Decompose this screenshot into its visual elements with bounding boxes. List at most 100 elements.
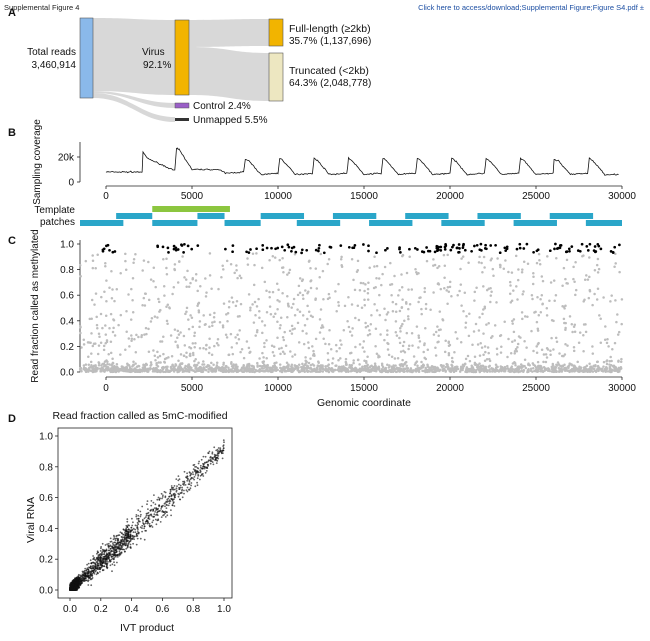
methylation-point [584,330,588,334]
correlation-point [132,521,134,524]
methylation-point [296,293,300,297]
methylation-point [292,297,296,301]
methylation-point [366,363,369,367]
methylation-point [566,344,569,347]
methylation-point [204,322,207,326]
methylation-point [530,294,534,297]
methylation-point [386,311,390,314]
correlation-point [155,514,157,516]
methylation-point [226,320,229,323]
methylation-point [399,350,403,353]
methylation-point [80,346,83,349]
methylation-point-high [283,248,287,252]
methylation-point [249,309,252,312]
methylation-point [234,363,238,366]
correlation-point [101,569,104,571]
correlation-point [174,495,176,497]
template-patch [369,220,413,226]
methylation-point [282,338,286,342]
methylation-point [583,366,586,369]
methylation-point [287,271,291,274]
methylation-point [165,257,168,260]
methylation-point [276,308,279,311]
methylation-point [494,366,498,369]
methylation-point [368,329,371,332]
methylation-point-high [113,250,117,253]
methylation-point [510,299,514,303]
methylation-point [210,367,214,371]
correlation-point [135,514,138,516]
methylation-point [104,262,107,265]
methylation-point [285,370,288,373]
methylation-point [221,325,225,329]
methylation-point [321,370,325,373]
methylation-point [468,367,472,371]
node-control [174,102,190,109]
node-full-length [268,18,284,47]
correlation-point [216,448,219,451]
methylation-point [415,325,419,328]
methylation-point [95,323,99,327]
methylation-point [327,366,331,370]
methylation-point [168,306,171,310]
methylation-point [407,317,410,321]
methylation-point [149,361,153,364]
methylation-point [529,367,533,370]
methylation-point [310,370,314,373]
correlation-point [182,480,184,483]
correlation-point [133,535,136,538]
correlation-point [131,517,133,520]
methylation-point [110,370,114,374]
methylation-point [556,361,560,364]
methylation-xtick-label: 15000 [350,383,378,394]
methylation-point [194,279,198,282]
methylation-point [483,370,486,373]
methylation-point [207,351,211,355]
methylation-point [212,363,215,367]
coverage-ytick-label: 20k [58,153,75,164]
correlation-point [172,488,175,491]
methylation-point [225,368,228,372]
methylation-point [216,366,219,369]
methylation-point [442,253,446,257]
methylation-point [418,367,421,371]
correlation-point [120,545,123,548]
correlation-point [153,494,155,496]
methylation-point [617,330,621,334]
methylation-ytick-label: 0.4 [60,316,74,327]
methylation-point [446,363,449,366]
methylation-point [162,258,165,261]
methylation-point [247,367,251,371]
methylation-point [499,264,502,267]
methylation-point [456,365,459,369]
methylation-point [185,310,188,313]
correlation-point [122,544,124,547]
methylation-point-high [599,247,603,251]
methylation-point [193,345,196,349]
methylation-point [94,292,98,295]
template-patch [405,213,449,219]
methylation-point [191,325,195,329]
methylation-point [495,301,498,304]
download-link[interactable]: Click here to access/download;Supplement… [418,3,644,12]
methylation-point [434,354,438,357]
methylation-point [231,301,235,304]
methylation-point [513,361,517,365]
methylation-point-high [317,249,320,253]
methylation-point [515,285,518,288]
methylation-point [89,360,93,364]
methylation-point [131,311,135,314]
methylation-point [424,307,428,310]
methylation-point [390,366,394,370]
correlation-point [174,496,176,499]
methylation-point [108,363,111,366]
methylation-point-high [351,246,354,250]
methylation-point [554,367,557,371]
methylation-point [260,266,264,270]
methylation-point [137,335,140,339]
methylation-point [104,324,107,327]
correlation-point [92,567,95,570]
methylation-point [523,315,527,318]
methylation-point [147,260,150,264]
correlation-point [159,509,161,512]
